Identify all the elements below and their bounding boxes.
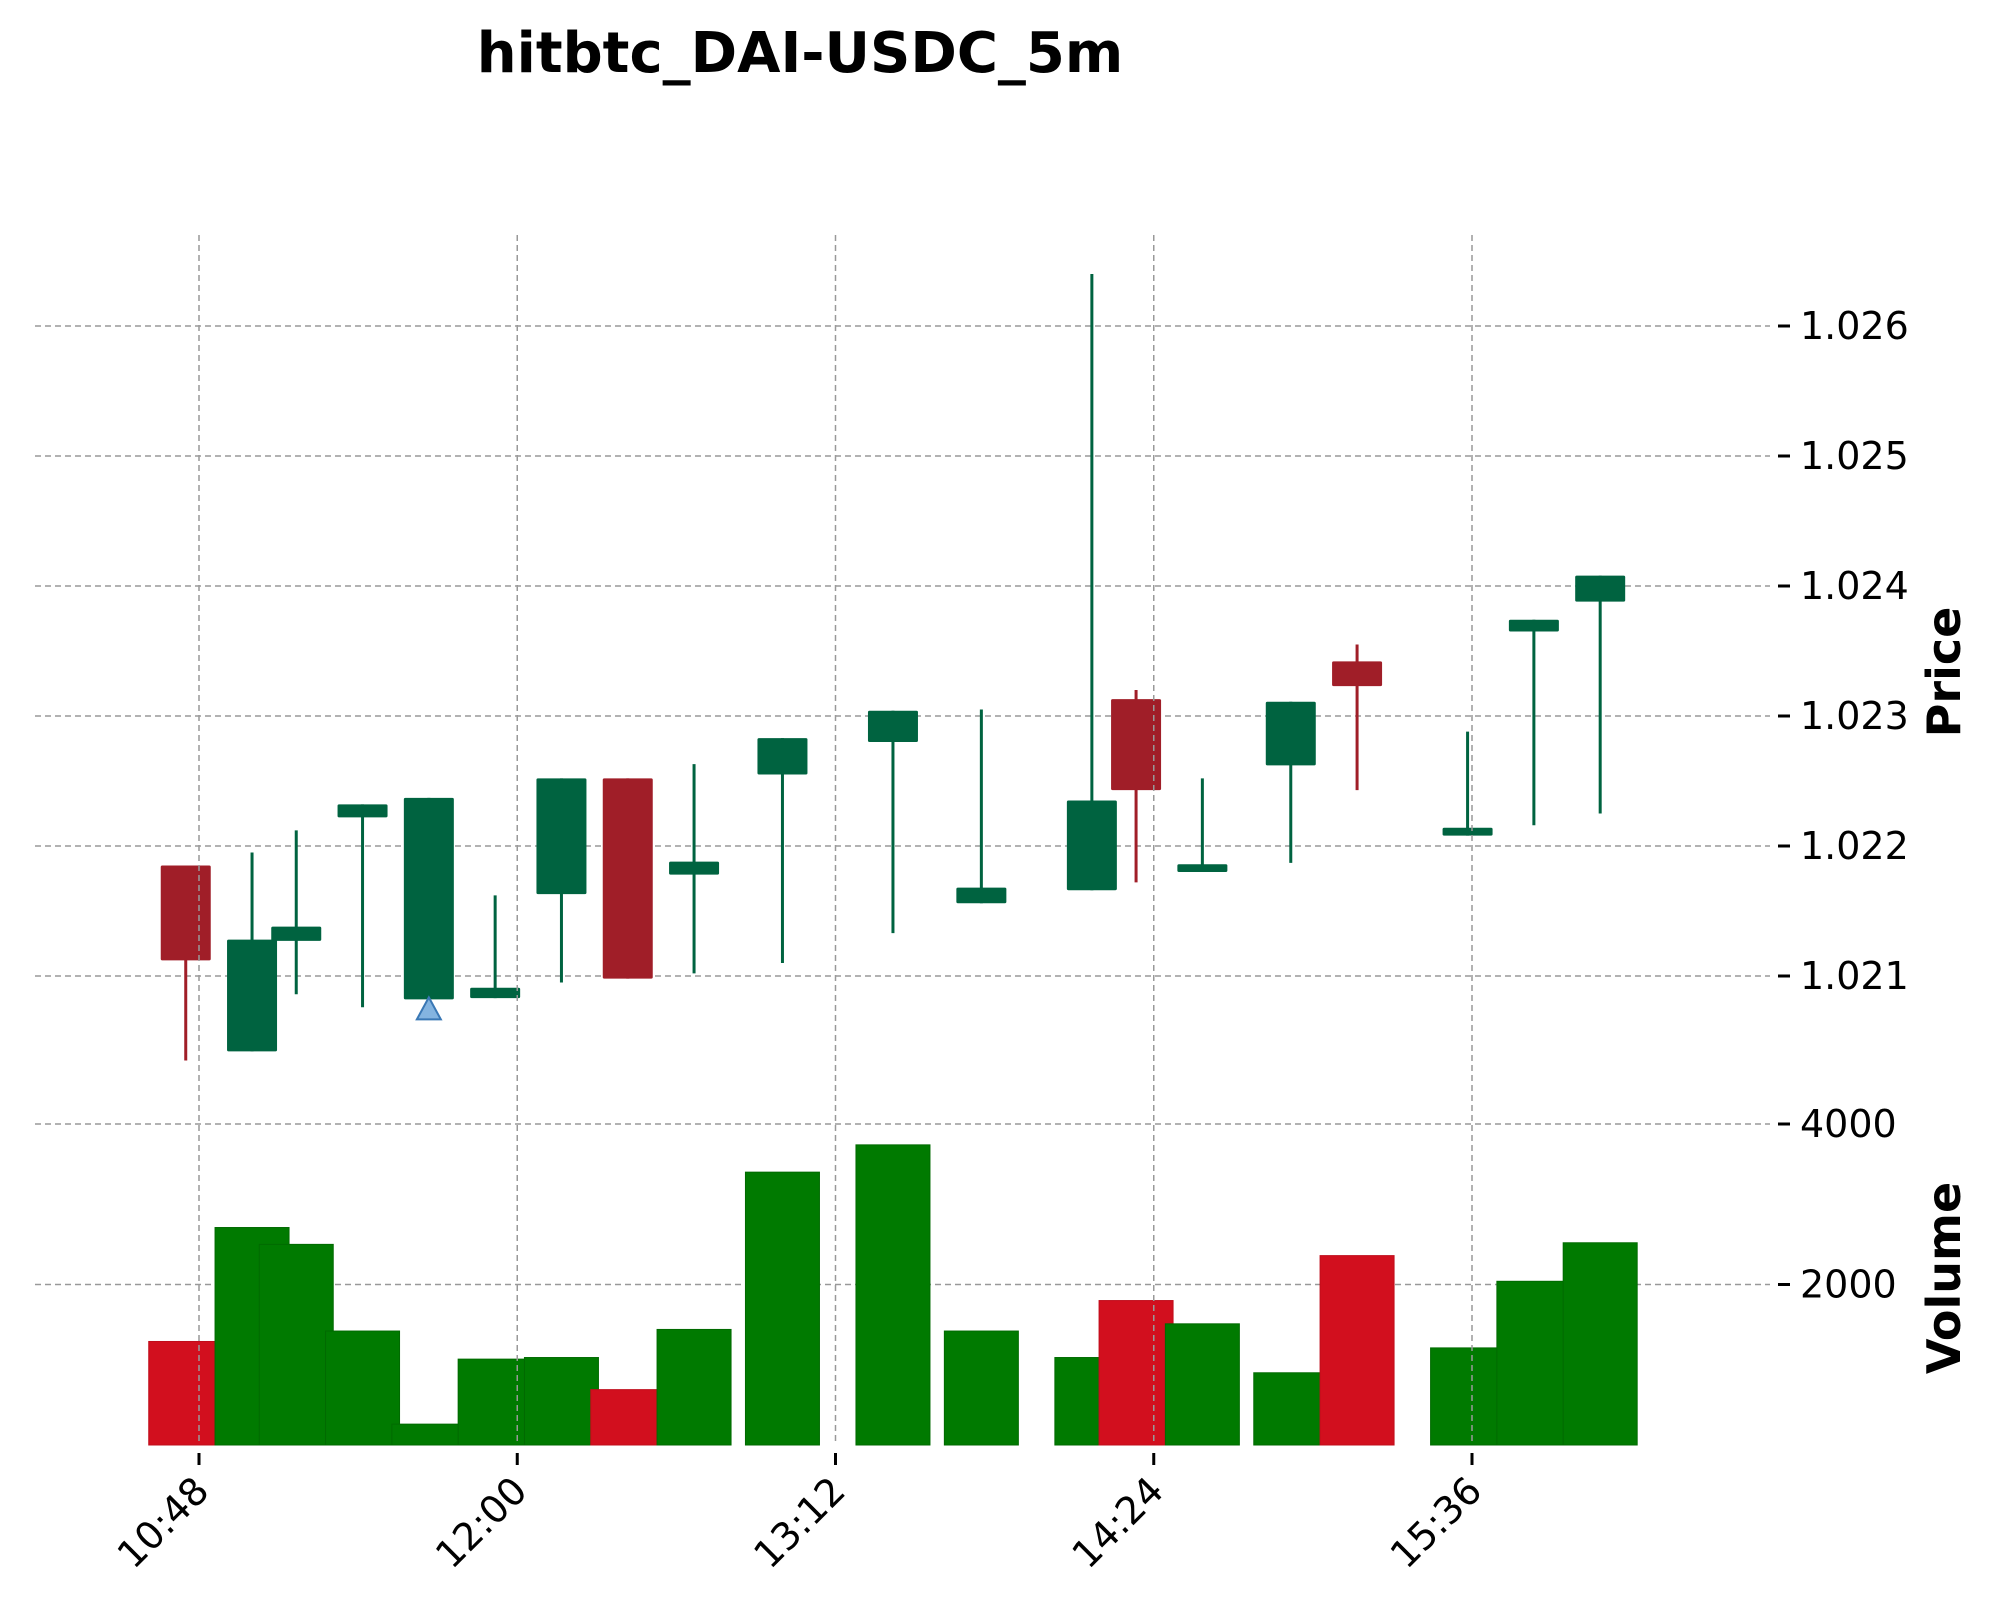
candle (1508, 619, 1559, 826)
candle (160, 865, 211, 1061)
candle (271, 830, 322, 995)
candle (1332, 644, 1383, 791)
candle (470, 895, 521, 999)
volume-bar (943, 1330, 1019, 1446)
candle (757, 738, 808, 963)
time-gridlines (198, 235, 1473, 1445)
candle-body (757, 738, 808, 775)
volume-bar (391, 1423, 467, 1446)
candle-body (602, 778, 653, 979)
price-tick-label: 1.024 (1800, 564, 1909, 608)
volume-axis-label: Volume (1917, 1182, 1971, 1374)
volume-bar (590, 1389, 666, 1446)
price-tick-label: 1.025 (1800, 434, 1909, 478)
volume-bar (1164, 1323, 1240, 1446)
price-tick-label: 1.021 (1800, 954, 1909, 998)
price-axis-label: Price (1917, 607, 1971, 738)
volume-axis: 2000 4000 (1778, 1102, 1897, 1307)
price-tick-label: 1.023 (1800, 694, 1909, 738)
candle (337, 804, 388, 1008)
volume-bar (1496, 1280, 1572, 1446)
volume-bar (855, 1144, 931, 1446)
volume-bar (325, 1330, 401, 1446)
volume-bar (148, 1340, 224, 1446)
volume-bar (523, 1357, 599, 1446)
volume-gridlines (35, 1123, 1770, 1286)
candle-body (1111, 699, 1162, 791)
volume-bar (1562, 1242, 1638, 1446)
volume-bar (1430, 1347, 1506, 1446)
candle-body (867, 710, 918, 742)
candle (403, 797, 454, 1000)
candle (227, 852, 278, 1052)
chart-title: hitbtc_DAI-USDC_5m (477, 21, 1124, 86)
candle-body (227, 939, 278, 1052)
candle-body (271, 926, 322, 941)
volume-bar (1253, 1372, 1329, 1446)
price-tick-label: 1.022 (1800, 824, 1909, 868)
candle (1265, 701, 1316, 863)
volume-panel: 2000 4000 Volume (35, 1102, 1971, 1446)
candle (867, 710, 918, 934)
volume-tick-label: 4000 (1800, 1102, 1897, 1146)
price-panel: 1.021 1.022 1.023 1.024 1.025 1.026 Price (35, 274, 1971, 1061)
time-axis: 10:48 12:00 13:12 14:24 15:36 (109, 1453, 1491, 1577)
price-axis: 1.021 1.022 1.023 1.024 1.025 1.026 (1778, 304, 1909, 998)
time-tick-label: 12:00 (427, 1468, 536, 1577)
candle-body (160, 865, 211, 961)
candle-body (1332, 661, 1383, 687)
volume-tick-label: 2000 (1800, 1263, 1897, 1307)
price-tick-label: 1.026 (1800, 304, 1909, 348)
candle (536, 778, 587, 983)
trade-markers (415, 995, 443, 1021)
time-tick-label: 15:36 (1382, 1468, 1491, 1577)
candle (1177, 778, 1228, 872)
time-tick-label: 14:24 (1064, 1468, 1173, 1577)
candle (1111, 690, 1162, 883)
candle (1575, 575, 1626, 814)
volume-bar (258, 1243, 334, 1446)
candle-body (1575, 575, 1626, 602)
candle-body (956, 887, 1007, 904)
candle-body (1508, 619, 1559, 632)
candles (160, 274, 1626, 1061)
candle-body (403, 797, 454, 1000)
volume-bar (656, 1328, 732, 1446)
candle-body (536, 778, 587, 895)
time-tick-label: 13:12 (745, 1468, 854, 1577)
volume-bar (457, 1358, 533, 1446)
candle-body (1177, 864, 1228, 872)
buy-marker (415, 995, 443, 1021)
candle-body (669, 861, 720, 875)
candle (669, 764, 720, 974)
volume-bar (1098, 1300, 1174, 1446)
volume-bars (148, 1144, 1638, 1446)
candle-body (1442, 827, 1493, 836)
candle-body (337, 804, 388, 818)
candle-body (470, 987, 521, 999)
candle (1066, 274, 1117, 891)
candle (1442, 731, 1493, 836)
candle (602, 778, 653, 979)
candle-body (1265, 701, 1316, 766)
time-tick-label: 10:48 (109, 1468, 218, 1577)
price-gridlines (35, 325, 1770, 977)
volume-bar (744, 1171, 820, 1446)
candle (956, 709, 1007, 904)
candle-body (1066, 800, 1117, 891)
volume-bar (1319, 1255, 1395, 1446)
